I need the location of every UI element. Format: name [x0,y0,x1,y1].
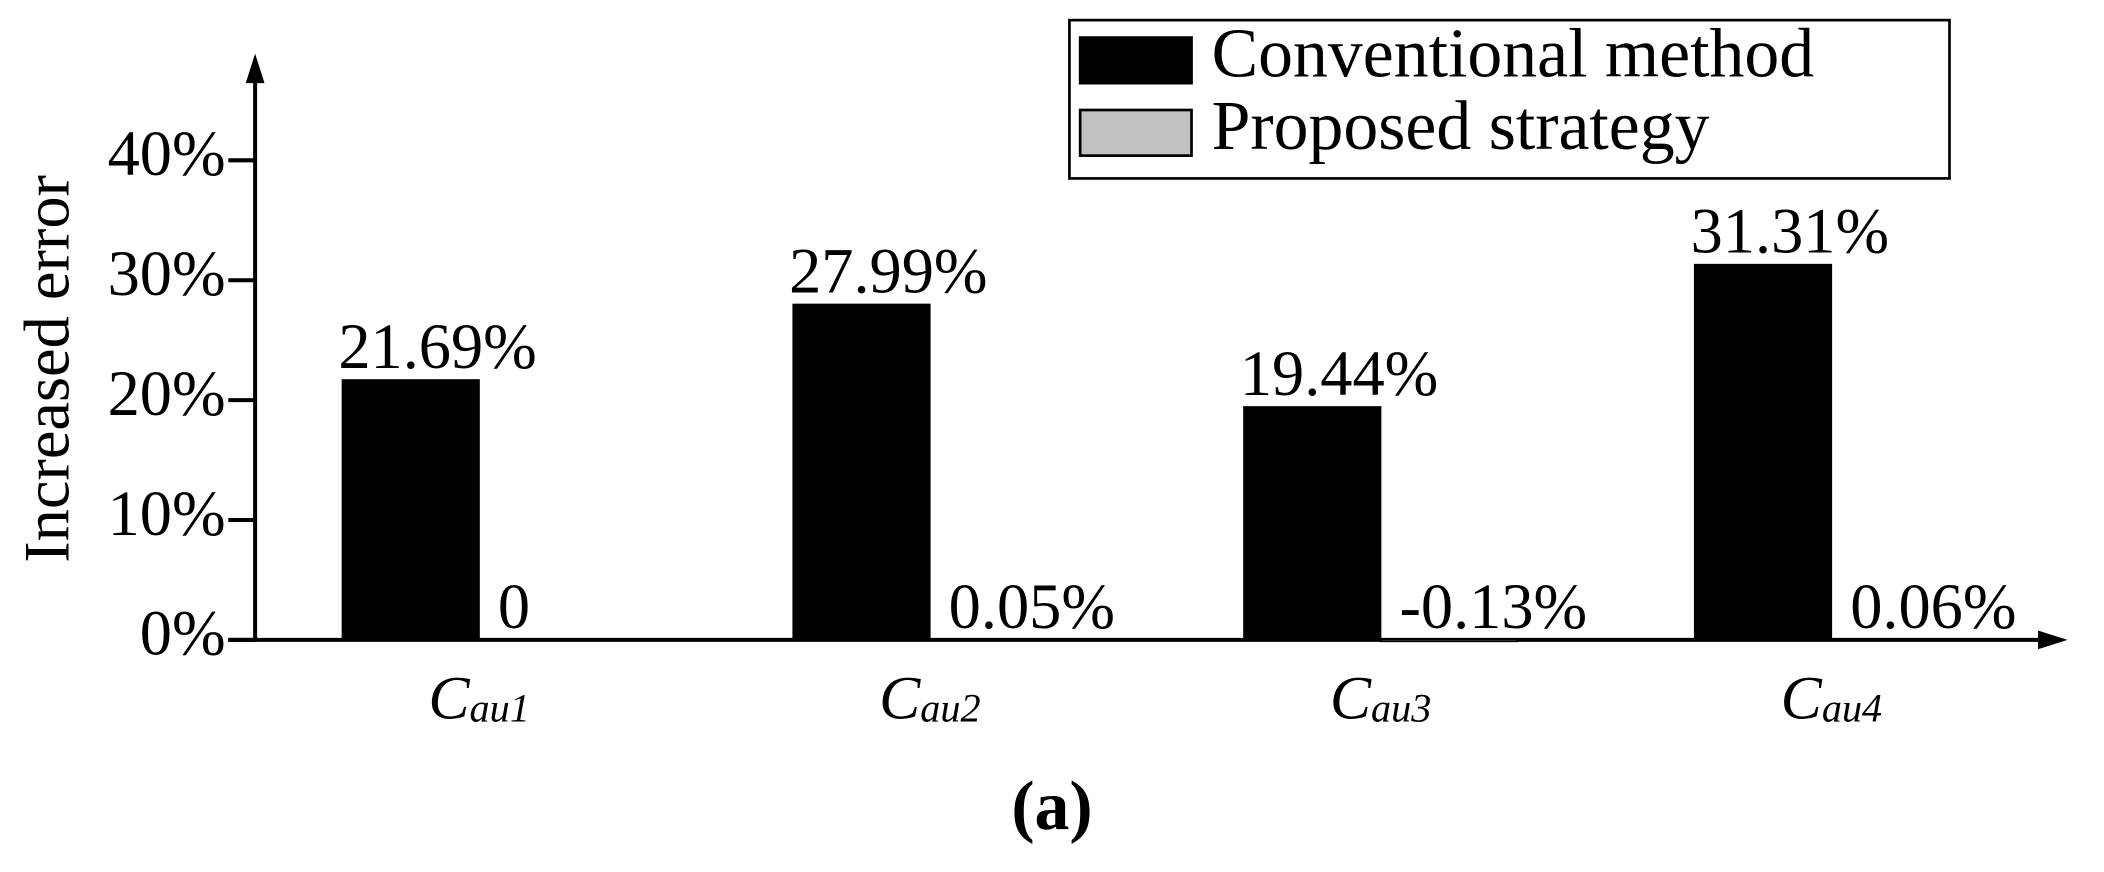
y-axis-label: Increased error [12,175,83,563]
value-label: 21.69% [338,311,536,382]
value-label: 0.06% [1850,571,2016,642]
value-label: -0.13% [1399,571,1587,642]
x-tick-label: Cau2 [879,664,981,732]
legend-label: Proposed strategy [1212,88,1710,165]
legend-swatch [1078,36,1193,85]
y-tick-label: 30% [108,238,226,309]
value-label: 27.99% [789,235,987,306]
y-tick-label: 0% [140,598,226,669]
category-sub: au3 [1371,686,1431,731]
bar [1830,638,1969,641]
y-tick-label: 40% [108,118,226,189]
category-sub: au2 [920,686,980,731]
category-base: C [1781,664,1823,732]
value-label: 19.44% [1240,338,1438,409]
y-axis-arrow [245,53,265,84]
y-tick-label: 10% [108,478,226,549]
legend-label: Conventional method [1212,15,1815,92]
x-tick-label: Cau4 [1781,664,1883,732]
x-axis-arrow [2038,630,2068,650]
category-base: C [1330,664,1372,732]
bar [1243,406,1382,641]
category-base: C [879,664,921,732]
category-base: C [428,664,470,732]
bar [1693,263,1833,641]
category-sub: au1 [470,686,530,731]
legend-box [1068,18,1951,180]
value-label: 31.31% [1691,195,1889,266]
x-tick-label: Cau1 [428,664,530,732]
bar [929,638,1068,641]
value-label: 0 [498,571,530,642]
y-tick-label: 20% [108,358,226,429]
bar [341,379,480,641]
bar [792,303,931,641]
bar [1380,639,1519,643]
caption: (a) [1011,768,1092,845]
value-label: 0.05% [949,571,1115,642]
x-tick-label: Cau3 [1330,664,1432,732]
category-sub: au4 [1822,686,1882,731]
legend-swatch [1078,108,1193,157]
